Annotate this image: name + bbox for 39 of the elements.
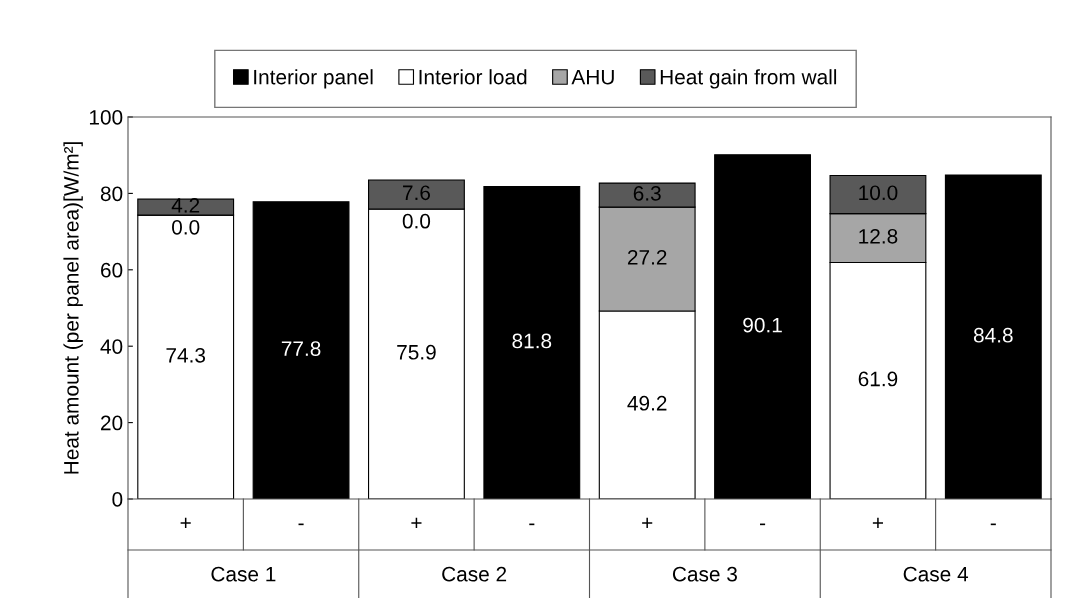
data-label: 10.0 bbox=[859, 185, 898, 201]
data-label: 27.2 bbox=[627, 249, 667, 265]
y-tick-label: 80 bbox=[100, 186, 123, 202]
x-tick-label: - bbox=[990, 523, 996, 526]
data-label: 0.0 bbox=[402, 213, 431, 229]
legend-label: Interior panel bbox=[254, 69, 373, 89]
data-label: 0.0 bbox=[172, 219, 200, 235]
y-tick-label: 60 bbox=[101, 262, 123, 278]
y-tick-label: 20 bbox=[101, 415, 123, 431]
data-label: 61.9 bbox=[858, 371, 898, 387]
x-tick-label: + bbox=[642, 517, 653, 529]
y-tick-label: 100 bbox=[89, 110, 123, 125]
x-tick-label: - bbox=[760, 523, 766, 526]
y-tick-label: 40 bbox=[100, 339, 123, 354]
data-label: 7.6 bbox=[403, 185, 430, 201]
data-label: 6.3 bbox=[633, 185, 661, 201]
data-label: 49.2 bbox=[627, 395, 667, 411]
data-label: 4.2 bbox=[171, 197, 200, 213]
text: Case 1 bbox=[211, 566, 276, 582]
legend-label: AHU bbox=[571, 69, 614, 85]
x-tick-label: - bbox=[298, 523, 304, 526]
data-label: 75.9 bbox=[397, 344, 436, 360]
x-tick-label: + bbox=[872, 517, 883, 529]
text: Case 3 bbox=[672, 566, 737, 582]
text: Case 4 bbox=[903, 566, 969, 582]
data-label: 81.8 bbox=[512, 333, 552, 349]
y-axis-title: Heat amount (per panel area)[W/m²] bbox=[63, 142, 83, 474]
text: Case 2 bbox=[442, 566, 507, 582]
data-label: 84.8 bbox=[973, 327, 1013, 343]
x-tick-label: - bbox=[529, 523, 535, 526]
legend-label: Interior load bbox=[419, 69, 527, 85]
x-tick-label: + bbox=[411, 517, 422, 529]
data-label: 77.8 bbox=[281, 341, 321, 356]
x-tick-label: + bbox=[180, 517, 191, 529]
y-tick-label: 0 bbox=[112, 492, 123, 507]
data-label: 12.8 bbox=[859, 228, 898, 244]
data-label: 90.1 bbox=[743, 317, 782, 333]
legend-label: Heat gain from wall bbox=[660, 69, 837, 89]
data-label: 74.3 bbox=[166, 347, 206, 363]
